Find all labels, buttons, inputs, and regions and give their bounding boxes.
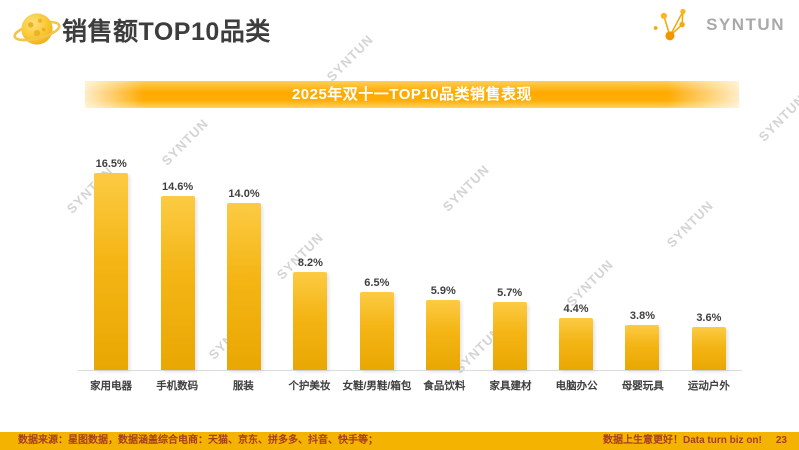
bar-value-label: 5.7% — [497, 286, 523, 299]
bar-value-label: 3.8% — [629, 309, 655, 322]
bar — [625, 324, 660, 370]
syntun-watermark: SYNTUN — [755, 91, 799, 145]
bar-slot: 3.6% — [676, 312, 742, 370]
bar-category-label: 手机数码 — [156, 380, 199, 392]
bar-category-label: 食品饮料 — [423, 380, 466, 392]
page-title: 销售额TOP10品类 — [62, 18, 271, 46]
bar-slot: 3.8% — [609, 310, 675, 370]
syntun-logo-icon — [653, 8, 686, 41]
bar-slot: 4.4% — [543, 302, 609, 370]
bar-chart-category-axis: 家用电器 手机数码 服装 个护美妆 女鞋/男鞋/箱包 食品饮料 家具建材 电脑办公 母婴玩具 运动… — [78, 371, 742, 393]
bar-value-label: 5.9% — [430, 284, 456, 297]
bar — [293, 272, 328, 370]
bar-value-label: 14.6% — [162, 180, 194, 193]
data-source-note: 数据来源：星图数据，数据涵盖综合电商：天猫、京东、拼多多、抖音、快手等； — [18, 435, 378, 446]
page-number: 23 — [775, 435, 787, 446]
bar-value-label: 4.4% — [563, 302, 589, 315]
syntun-logo-text: SYNTUN — [706, 15, 785, 34]
bar-slot: 8.2% — [277, 257, 343, 370]
bar-slot: 14.0% — [211, 188, 277, 370]
bar-category-label: 母婴玩具 — [621, 380, 664, 392]
bar-slot: 5.7% — [476, 287, 542, 370]
bar-category-label: 电脑办公 — [555, 380, 598, 392]
bar-category-label: 服装 — [232, 380, 254, 392]
footer-bar: 数据来源：星图数据，数据涵盖综合电商：天猫、京东、拼多多、抖音、快手等； 数据上… — [0, 432, 799, 450]
bar-slot: 5.9% — [410, 285, 476, 370]
bar-slot: 16.5% — [78, 158, 144, 370]
bar-chart-plot-area: 16.5% 14.6% 14.0% 8.2% 6.5% 5.9% 5.7% 4.4% 3.8% 3… — [78, 150, 742, 371]
bar-value-label: 8.2% — [297, 257, 323, 270]
footer-slogan: 数据上生意更好！Data turn biz on! — [602, 435, 762, 446]
bar-category-label: 运动户外 — [687, 380, 730, 392]
bar — [426, 299, 461, 370]
bar-category-label: 家用电器 — [90, 380, 133, 392]
chart-title-banner: 2025年双十一TOP10品类销售表现 — [85, 81, 739, 108]
bar-category-label: 家具建材 — [489, 380, 532, 392]
slide-header: 销售额TOP10品类 SYNTUN — [0, 0, 799, 62]
bar-value-label: 16.5% — [95, 158, 127, 170]
bar-slot: 6.5% — [344, 277, 410, 370]
bar — [359, 292, 394, 370]
bar — [160, 195, 195, 370]
bar — [559, 317, 594, 370]
planet-icon — [13, 13, 61, 45]
syntun-logo: SYNTUN — [650, 4, 785, 46]
bar — [94, 173, 129, 370]
bar — [492, 301, 527, 370]
bar-value-label: 3.6% — [696, 312, 722, 324]
bar-value-label: 14.0% — [228, 187, 260, 200]
footer-right: 数据上生意更好！Data turn biz on! 23 — [603, 432, 787, 450]
bar-category-label: 女鞋/男鞋/箱包 — [342, 380, 412, 392]
bar-category-label: 个护美妆 — [288, 380, 331, 392]
bar-value-label: 6.5% — [364, 277, 390, 290]
bar-slot: 14.6% — [144, 181, 210, 370]
bar-chart: 16.5% 14.6% 14.0% 8.2% 6.5% 5.9% 5.7% 4.4% 3.8% 3… — [78, 150, 742, 392]
bar — [691, 327, 726, 370]
bar — [227, 202, 262, 370]
